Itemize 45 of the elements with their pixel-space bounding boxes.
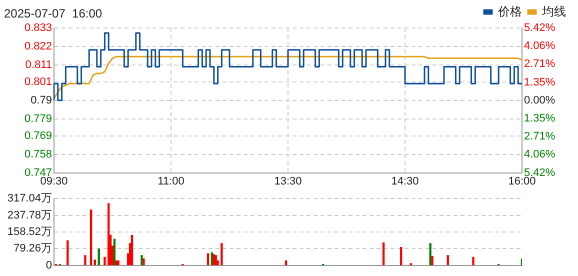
y2-tick-label: 2.71% [524,58,556,70]
bar [472,256,474,266]
y2-tick-label: 2.71% [524,130,556,143]
y-tick-label: 158.52万 [7,226,52,238]
bar [382,242,385,266]
x-tick-label: 14:30 [391,175,419,188]
bar [140,255,143,266]
bar [98,248,100,266]
x-tick-label: 13:30 [274,175,302,188]
bar [446,255,449,266]
y-tick-label: 79.26万 [13,242,52,255]
y2-tick-label: 4.06% [524,148,556,161]
y-tick-label: 317.04万 [7,192,52,205]
y-tick-label: 0 [46,259,52,272]
chart-title: 2025-07-07 16:00 [4,6,102,20]
bar [220,243,223,266]
bar [66,240,69,266]
bar [94,260,96,266]
legend-label: 价格 [497,4,522,18]
x-tick-label: 16:00 [508,175,536,188]
y-tick-label: 0.801 [24,76,52,88]
y-tick-label: 0.811 [25,59,52,72]
y2-tick-label: 0.00% [524,94,556,106]
bar [108,203,110,266]
bar [431,256,434,266]
bar [130,234,134,266]
x-tick-label: 11:00 [158,175,184,188]
bar [142,258,145,266]
y-tick-label: 0.79 [30,94,52,106]
bar [113,238,116,266]
y-tick-label: 0.833 [24,22,52,34]
bar [84,255,86,266]
y-tick-label: 237.78万 [7,209,52,222]
y-tick-label: 0.822 [24,40,52,53]
bar [400,246,402,266]
y2-tick-label: 4.06% [524,40,556,52]
y2-tick-label: 1.35% [524,112,556,124]
y-tick-label: 0.758 [24,148,52,160]
legend-label: 均线 [541,4,566,18]
bar [90,209,92,266]
y2-tick-label: 5.42% [524,22,556,34]
y-tick-label: 0.779 [24,112,52,125]
x-tick-label: 09:30 [40,175,68,188]
y-tick-label: 0.769 [24,130,52,142]
y2-tick-label: 1.35% [524,76,556,88]
